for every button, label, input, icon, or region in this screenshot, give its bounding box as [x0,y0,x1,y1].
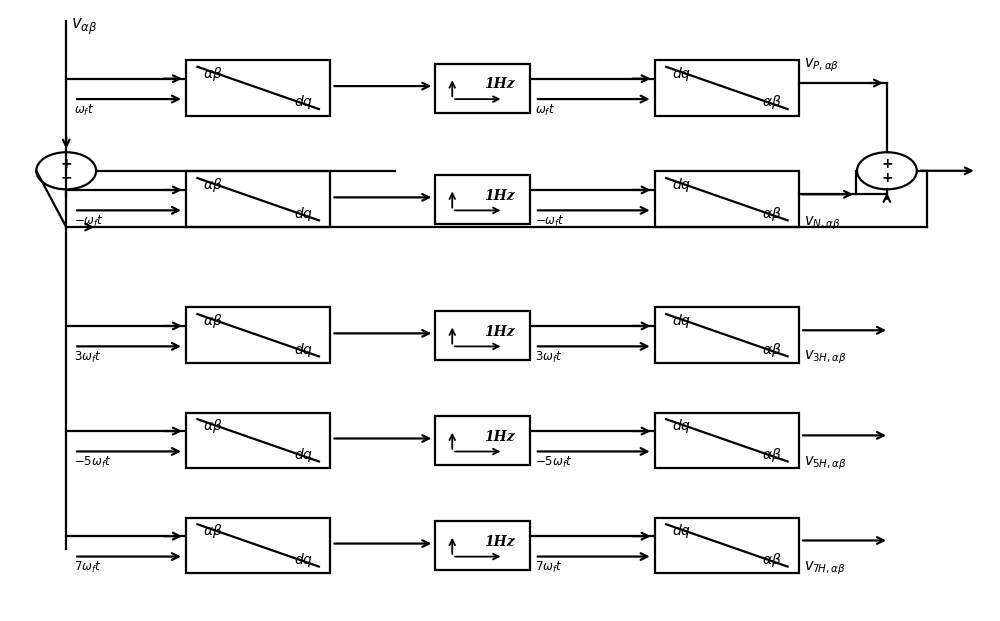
Bar [186,171,330,227]
Text: $-\omega_f t$: $-\omega_f t$ [74,214,104,229]
Text: $v_{7H,\alpha\beta}$: $v_{7H,\alpha\beta}$ [804,559,846,577]
Text: 1Hz: 1Hz [484,535,515,549]
Text: $\omega_f t$: $\omega_f t$ [535,103,555,118]
Text: −: − [60,171,72,185]
Text: $-5\omega_f t$: $-5\omega_f t$ [74,455,112,470]
Text: +: + [60,156,72,171]
Text: $7\omega_f t$: $7\omega_f t$ [74,560,102,576]
Bar [655,60,799,116]
Bar [435,521,530,571]
Text: $\alpha\beta$: $\alpha\beta$ [762,93,782,111]
Bar [655,412,799,468]
Text: $v_{3H,\alpha\beta}$: $v_{3H,\alpha\beta}$ [804,349,847,366]
Bar [655,171,799,227]
Bar [435,310,530,360]
Text: $v_{N,\alpha\beta}$: $v_{N,\alpha\beta}$ [804,215,841,232]
Text: $\alpha\beta$: $\alpha\beta$ [762,551,782,569]
Text: $\alpha\beta$: $\alpha\beta$ [762,204,782,222]
Text: $\omega_f t$: $\omega_f t$ [74,103,94,118]
Text: 1Hz: 1Hz [484,77,515,91]
Bar [655,307,799,363]
Text: $v_{\alpha\beta}$: $v_{\alpha\beta}$ [71,17,98,37]
Bar [186,60,330,116]
Text: $dq$: $dq$ [672,522,691,540]
Text: $7\omega_f t$: $7\omega_f t$ [535,560,562,576]
Text: 1Hz: 1Hz [484,325,515,338]
Bar [655,518,799,573]
Text: $3\omega_f t$: $3\omega_f t$ [535,350,562,365]
Text: $\alpha\beta$: $\alpha\beta$ [203,417,223,435]
Text: $\alpha\beta$: $\alpha\beta$ [203,176,223,194]
Text: $3\omega_f t$: $3\omega_f t$ [74,350,102,365]
Text: $dq$: $dq$ [294,340,313,358]
Text: +: + [881,156,893,171]
Text: $-\omega_f t$: $-\omega_f t$ [535,214,565,229]
Text: +: + [881,171,893,185]
Text: $dq$: $dq$ [672,417,691,435]
Text: $dq$: $dq$ [672,176,691,194]
Text: $\alpha\beta$: $\alpha\beta$ [203,522,223,540]
Text: $-5\omega_f t$: $-5\omega_f t$ [535,455,572,470]
Text: 1Hz: 1Hz [484,189,515,202]
Text: $\alpha\beta$: $\alpha\beta$ [762,340,782,358]
Text: 1Hz: 1Hz [484,430,515,443]
Bar [435,63,530,113]
Bar [435,175,530,224]
Text: $dq$: $dq$ [294,551,313,569]
Text: $dq$: $dq$ [294,204,313,222]
Text: $v_{P,\alpha\beta}$: $v_{P,\alpha\beta}$ [804,57,839,75]
Text: $dq$: $dq$ [294,446,313,464]
Bar [186,518,330,573]
Text: $\alpha\beta$: $\alpha\beta$ [203,312,223,330]
Text: $dq$: $dq$ [672,65,691,83]
Text: $\alpha\beta$: $\alpha\beta$ [203,65,223,83]
Bar [186,412,330,468]
Text: $\alpha\beta$: $\alpha\beta$ [762,446,782,464]
Text: $dq$: $dq$ [294,93,313,111]
Text: $v_{5H,\alpha\beta}$: $v_{5H,\alpha\beta}$ [804,454,847,471]
Bar [186,307,330,363]
Text: $dq$: $dq$ [672,312,691,330]
Bar [435,416,530,465]
